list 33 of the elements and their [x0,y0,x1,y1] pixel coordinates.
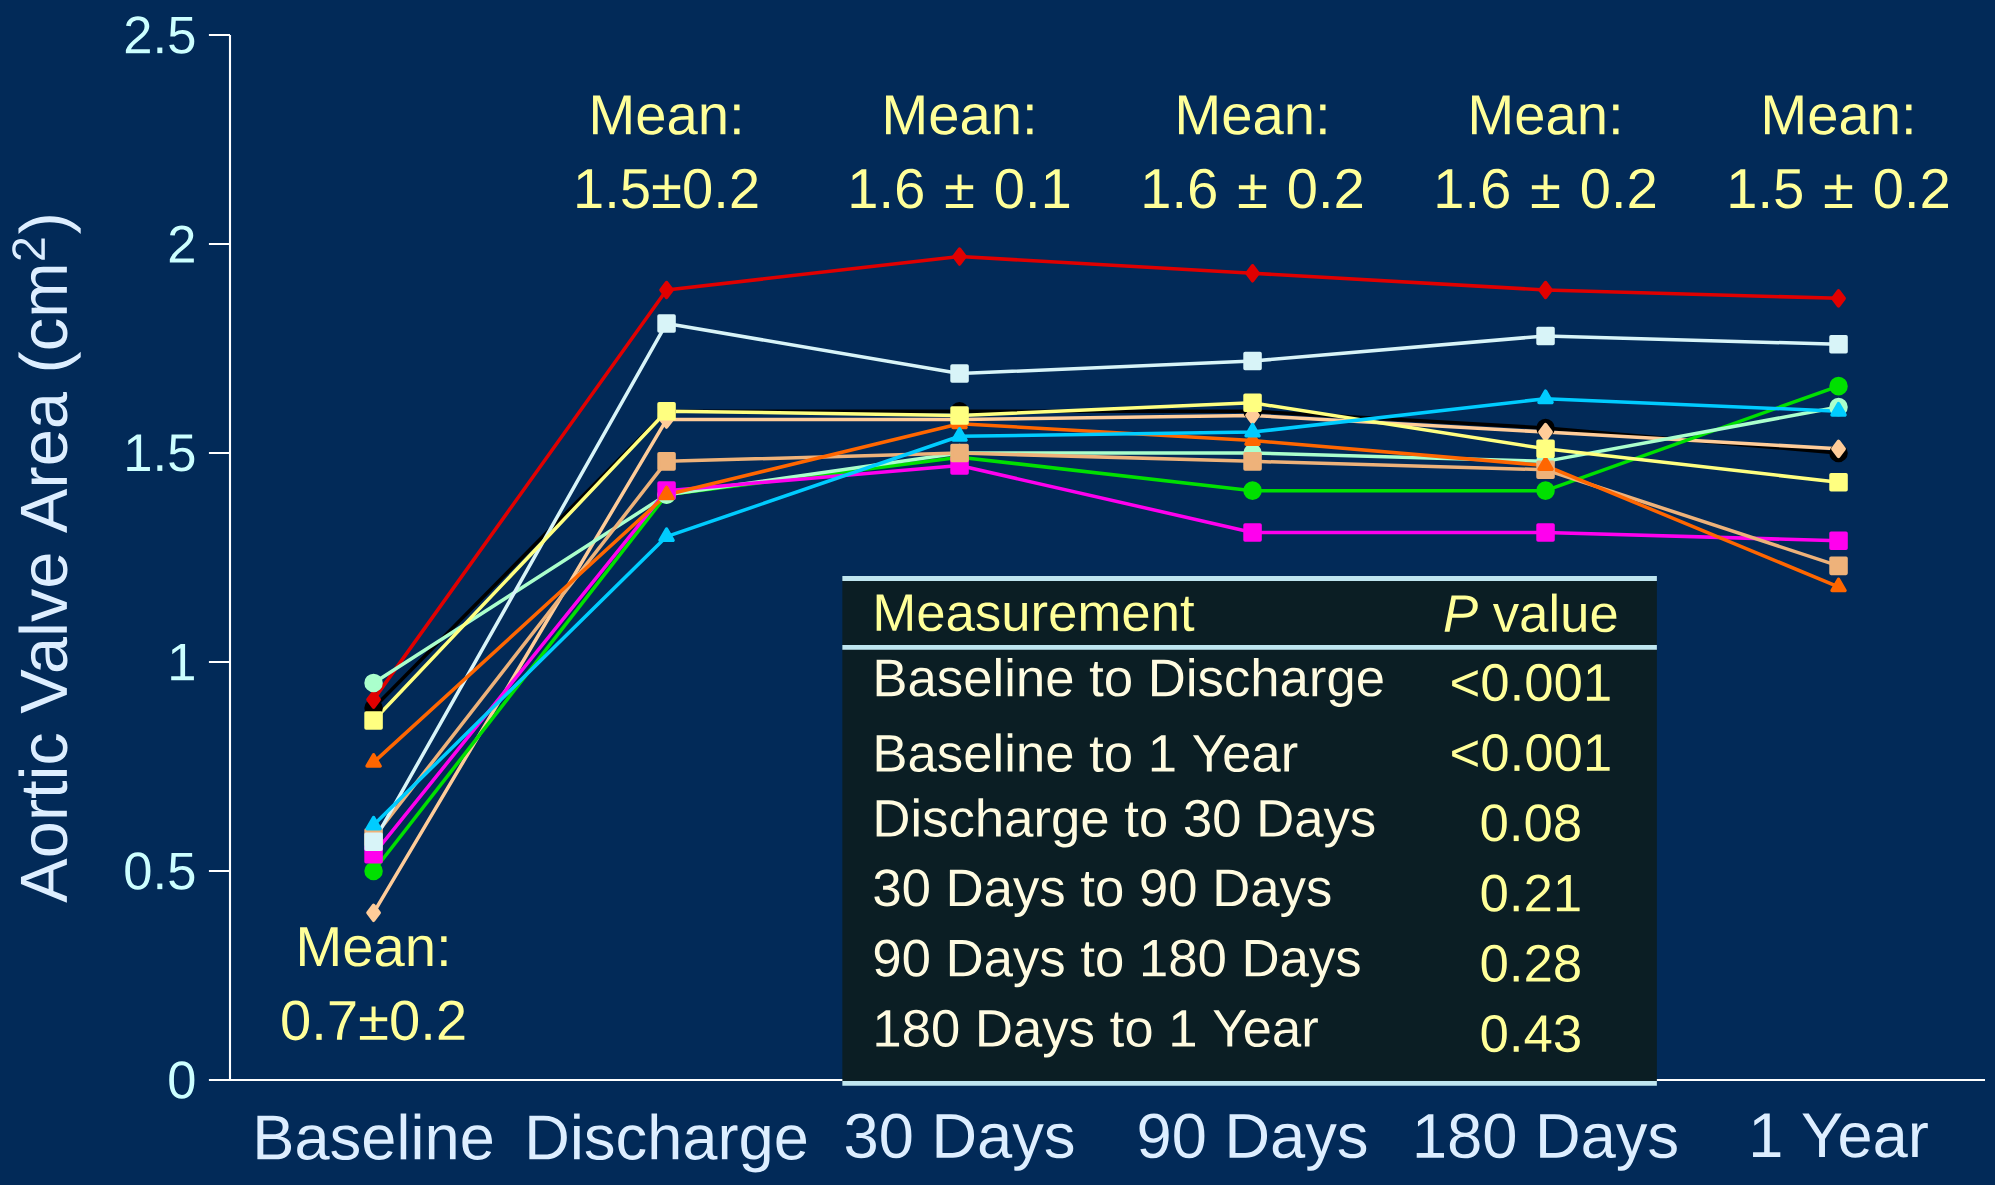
y-tick-label: 1 [171,643,194,681]
annotation: Mean: 1.5±0.2 [577,95,758,209]
x-tick-label: 1 Year [1753,1113,1928,1158]
annotation: Mean: 1.6 ± 0.2 [1144,95,1363,209]
annotation: Mean: 1.5 ± 0.2 [1730,95,1949,209]
annotation: <0.001 [1452,663,1610,702]
annotation: Discharge to 30 Days [876,798,1375,848]
x-tick-label: 90 Days [1139,1113,1367,1171]
annotation: Mean: 1.6 ± 0.2 [1437,95,1656,209]
annotation: 0.28 [1481,944,1580,983]
y-axis-title: Aortic Valve Area (cm$^{2}$) [12,216,81,903]
annotation: Mean: 1.6 ± 0.1 [851,95,1070,209]
x-tick-label: 180 Days [1416,1113,1677,1171]
x-tick-label: 30 Days [845,1113,1074,1171]
annotation: 90 Days to 180 Days [874,939,1360,988]
annotation: Baseline to 1 Year [876,733,1298,773]
x-tick-label: Baseline [257,1113,493,1160]
y-tick-label: 1.5 [127,434,195,472]
annotation: <0.001 [1452,734,1610,772]
y-tick-label: 0 [169,1061,195,1099]
annotation: 0.43 [1481,1014,1580,1053]
annotation: Baseline to Discharge [876,657,1383,708]
x-tick-label: Discharge [529,1113,807,1173]
y-tick-label: 0.5 [125,852,195,890]
annotation: Measurement [876,594,1195,632]
y-tick-label: 2.5 [125,16,195,54]
annotation: 180 Days to 1 Year [876,1009,1318,1058]
annotation: 0.21 [1481,874,1580,912]
annotation: 30 Days to 90 Days [874,869,1331,918]
annotation: 0.08 [1481,804,1580,842]
y-tick-label: 2 [169,225,194,263]
annotation: P value [1444,593,1617,633]
annotation: Mean: 0.7±0.2 [282,927,465,1041]
